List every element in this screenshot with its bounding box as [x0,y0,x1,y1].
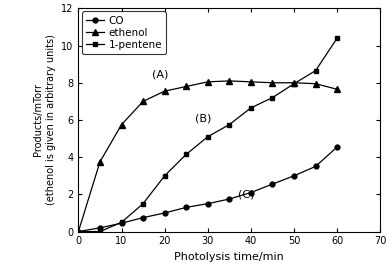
Line: CO: CO [76,145,339,234]
ethenol [162,90,167,93]
CO [292,174,296,177]
CO [227,197,232,201]
CO [119,222,124,225]
CO [335,145,339,149]
Y-axis label: Products/mTorr
(ethenol is given in arbitrary units): Products/mTorr (ethenol is given in arbi… [33,35,56,205]
ethenol [119,123,124,126]
ethenol [249,80,253,83]
1-pentene [270,96,275,99]
Line: ethenol: ethenol [76,78,340,234]
1-pentene [141,202,145,205]
1-pentene [162,174,167,177]
1-pentene [227,123,232,126]
ethenol [227,79,232,83]
1-pentene [292,82,296,85]
CO [313,165,318,168]
ethenol [184,85,189,88]
X-axis label: Photolysis time/min: Photolysis time/min [174,252,284,262]
CO [205,202,210,205]
Legend: CO, ethenol, 1-pentene: CO, ethenol, 1-pentene [82,11,166,54]
CO [249,191,253,194]
CO [98,226,102,230]
ethenol [205,80,210,83]
Text: (B): (B) [195,114,211,124]
1-pentene [184,153,189,156]
1-pentene [335,37,339,40]
1-pentene [205,135,210,138]
ethenol [98,160,102,163]
1-pentene [249,106,253,110]
CO [76,230,81,233]
Text: (C): (C) [238,189,254,199]
1-pentene [119,221,124,224]
ethenol [76,230,81,233]
ethenol [141,100,145,103]
ethenol [270,81,275,85]
Text: (A): (A) [152,69,168,79]
CO [184,206,189,209]
ethenol [313,82,318,85]
CO [162,211,167,215]
ethenol [335,88,339,91]
ethenol [292,81,296,85]
CO [141,216,145,219]
1-pentene [76,230,81,233]
CO [270,182,275,186]
1-pentene [98,230,102,233]
Line: 1-pentene: 1-pentene [76,36,339,234]
1-pentene [313,69,318,72]
